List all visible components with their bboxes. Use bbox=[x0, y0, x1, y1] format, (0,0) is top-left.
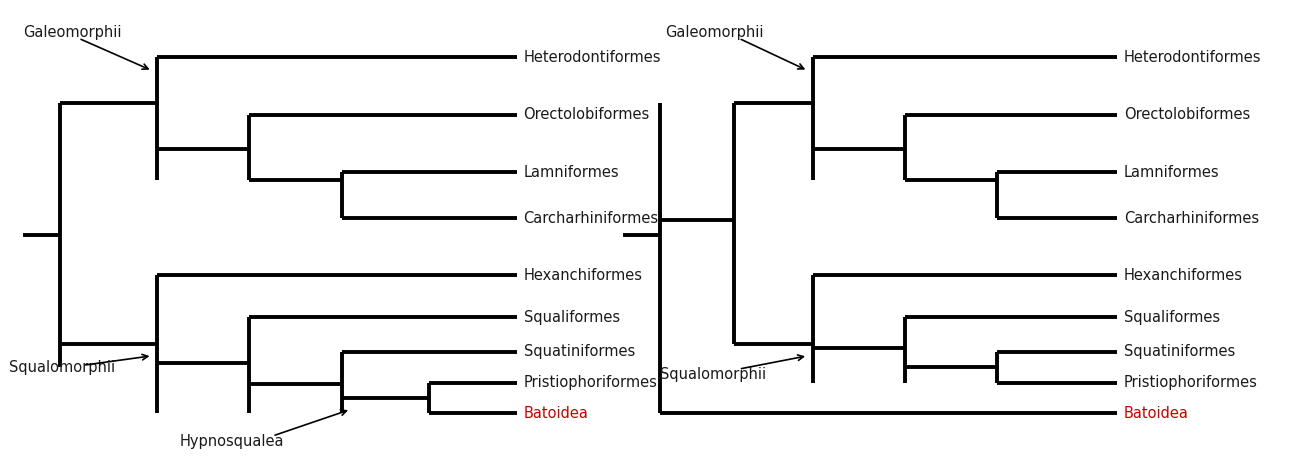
Text: Hypnosqualea: Hypnosqualea bbox=[180, 434, 285, 449]
Text: Squatiniformes: Squatiniformes bbox=[1124, 344, 1236, 359]
Text: Squatiniformes: Squatiniformes bbox=[523, 344, 635, 359]
Text: Squalomorphii: Squalomorphii bbox=[9, 360, 116, 375]
Text: Squaliformes: Squaliformes bbox=[523, 310, 620, 325]
Text: Orectolobiformes: Orectolobiformes bbox=[523, 107, 650, 122]
Text: Carcharhiniformes: Carcharhiniformes bbox=[523, 211, 659, 225]
Text: Hexanchiformes: Hexanchiformes bbox=[523, 268, 643, 283]
Text: Pristiophoriformes: Pristiophoriformes bbox=[523, 375, 658, 390]
Text: Lamniformes: Lamniformes bbox=[523, 165, 620, 179]
Text: Orectolobiformes: Orectolobiformes bbox=[1124, 107, 1250, 122]
Text: Galeomorphii: Galeomorphii bbox=[23, 25, 121, 40]
Text: Heterodontiformes: Heterodontiformes bbox=[1124, 50, 1262, 65]
Text: Pristiophoriformes: Pristiophoriformes bbox=[1124, 375, 1258, 390]
Text: Squalomorphii: Squalomorphii bbox=[660, 367, 767, 382]
Text: Squaliformes: Squaliformes bbox=[1124, 310, 1220, 325]
Text: Batoidea: Batoidea bbox=[1124, 406, 1189, 420]
Text: Batoidea: Batoidea bbox=[523, 406, 589, 420]
Text: Galeomorphii: Galeomorphii bbox=[665, 25, 763, 40]
Text: Carcharhiniformes: Carcharhiniformes bbox=[1124, 211, 1259, 225]
Text: Heterodontiformes: Heterodontiformes bbox=[523, 50, 661, 65]
Text: Hexanchiformes: Hexanchiformes bbox=[1124, 268, 1243, 283]
Text: Lamniformes: Lamniformes bbox=[1124, 165, 1220, 179]
